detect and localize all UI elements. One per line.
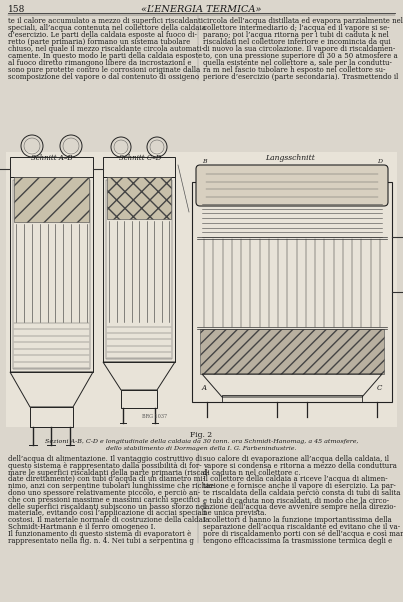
Text: quella esistente nel collettore a, sale per la conduttu-: quella esistente nel collettore a, sale … (203, 59, 392, 67)
Bar (103, 157, 175, 177)
Text: scomposizione del vapore o dal contenuto di ossigeno: scomposizione del vapore o dal contenuto… (8, 73, 199, 81)
Text: 158: 158 (8, 5, 25, 14)
Text: collettore intermediario d; l’acqua ed il vapore si se-: collettore intermediario d; l’acqua ed i… (203, 24, 390, 32)
Text: «L’ENERGIA TERMICA»: «L’ENERGIA TERMICA» (141, 5, 262, 14)
Text: date direttamente) con tubi d’acqua di un diametro mi-: date direttamente) con tubi d’acqua di u… (8, 476, 205, 483)
Text: separazione dell’acqua riscaldante ed evitano che il va-: separazione dell’acqua riscaldante ed ev… (203, 523, 400, 531)
Text: tazione e fornisce anche il vapore di esercizio. La par-: tazione e fornisce anche il vapore di es… (203, 482, 396, 490)
Text: Schmidt-Hartmann è il ferro omogeneo I.: Schmidt-Hartmann è il ferro omogeneo I. (8, 523, 156, 531)
Text: speciali, all’acqua contenuta nel collettore della caldaia: speciali, all’acqua contenuta nel collet… (8, 24, 206, 32)
Bar (200, 329, 384, 374)
Text: to, con una pressione superiore di 30 a 50 atmosfere a: to, con una pressione superiore di 30 a … (203, 52, 398, 60)
Bar (222, 395, 362, 402)
Text: dono uno spessore relativamente piccolo, e perciò an-: dono uno spessore relativamente piccolo,… (8, 489, 200, 497)
Text: Il collettore della caldaia a riceve l’acqua di alimen-: Il collettore della caldaia a riceve l’a… (203, 476, 388, 483)
Text: periore d’esercizio (parte secondaria). Trasmettendo il: periore d’esercizio (parte secondaria). … (203, 73, 398, 81)
Text: Il funzionamento di questo sistema di evaporatori è: Il funzionamento di questo sistema di ev… (8, 530, 191, 538)
Text: ra m nel fascio tubolare h esposto nel collettore su-: ra m nel fascio tubolare h esposto nel c… (203, 66, 386, 74)
Text: retto (parte primaria) formano un sistema tubolare: retto (parte primaria) formano un sistem… (8, 38, 190, 46)
Text: riscaldati nel collettore inferiore e incomincia da qui: riscaldati nel collettore inferiore e in… (203, 38, 391, 46)
Text: sono pure protette contro le corrosioni originate dalla: sono pure protette contro le corrosioni … (8, 66, 200, 74)
Text: di nuovo la sua circolazione. Il vapore di riscaldamen-: di nuovo la sua circolazione. Il vapore … (203, 45, 395, 53)
Bar (6, 152, 397, 427)
Bar (103, 177, 175, 362)
Text: di caduta n nel collettore c.: di caduta n nel collettore c. (203, 468, 301, 477)
Text: C: C (377, 384, 382, 392)
Text: dell’acqua di alimentazione. Il vantaggio costruttivo di: dell’acqua di alimentazione. Il vantaggi… (8, 455, 202, 463)
Text: al fuoco diretto rimangono libere da incrostazioni e: al fuoco diretto rimangono libere da inc… (8, 59, 191, 67)
Text: Fig. 2: Fig. 2 (191, 431, 212, 439)
Bar (14, 177, 89, 222)
Text: ne unica prevista.: ne unica prevista. (203, 509, 267, 517)
Text: nimo, anzi con serpentine tubolari lunghissime che richie-: nimo, anzi con serpentine tubolari lungh… (8, 482, 215, 490)
Text: vapore si condensa e ritorna a mezzo della conduttura: vapore si condensa e ritorna a mezzo del… (203, 462, 397, 470)
FancyBboxPatch shape (196, 165, 388, 206)
Bar (107, 177, 171, 219)
Bar (30, 407, 73, 427)
Text: Schnitt C–D: Schnitt C–D (119, 154, 161, 162)
Bar (121, 390, 157, 408)
Text: e tubi di caduta non riscaldati, di modo che la circo-: e tubi di caduta non riscaldati, di modo… (203, 496, 389, 504)
Bar (10, 157, 93, 177)
Text: Schnitt A–B: Schnitt A–B (31, 154, 73, 162)
Text: tengono efficacissima la trasmissione termica degli e: tengono efficacissima la trasmissione te… (203, 536, 392, 545)
Text: I collettori d hanno la funzione importantissima della: I collettori d hanno la funzione importa… (203, 516, 392, 524)
Text: chiuso, nel quale il mezzo riscaldante circola automati-: chiuso, nel quale il mezzo riscaldante c… (8, 45, 204, 53)
Text: costosi. Il materiale normale di costruzione della caldaia: costosi. Il materiale normale di costruz… (8, 516, 210, 524)
Text: Sezioni A-B, C-D e longitudinale della caldaia da 30 tonn. ora Schmidt-Hanomag, : Sezioni A-B, C-D e longitudinale della c… (45, 439, 358, 444)
Text: BRG 1037: BRG 1037 (142, 414, 168, 419)
Text: camente. In questo modo le parti della caldaia esposte: camente. In questo modo le parti della c… (8, 52, 202, 60)
Text: A: A (202, 384, 207, 392)
Text: Langsschnitt: Langsschnitt (265, 154, 315, 162)
Text: lazione dell’acqua deve avvenire sempre nella direzio-: lazione dell’acqua deve avvenire sempre … (203, 503, 396, 510)
Text: D: D (377, 159, 382, 164)
Text: te il calore accumulato a mezzo di superfici riscaldanti: te il calore accumulato a mezzo di super… (8, 17, 203, 25)
Text: materiale, evitando così l’applicazione di acciai speciali: materiale, evitando così l’applicazione … (8, 509, 206, 517)
Bar (106, 180, 172, 359)
Text: delle superfici riscaldanti subiscono un basso sforzo nel: delle superfici riscaldanti subiscono un… (8, 503, 206, 510)
Bar (192, 182, 392, 402)
Text: te riscaldata della caldaia perciò consta di tubi di salita: te riscaldata della caldaia perciò const… (203, 489, 401, 497)
Text: che con pressioni massime e massimi carichi specifici: che con pressioni massime e massimi cari… (8, 496, 200, 504)
Bar (13, 180, 90, 369)
Text: rappresentato nella fig. n. 4. Nei tubi a serpentina g: rappresentato nella fig. n. 4. Nei tubi … (8, 536, 194, 545)
Bar (10, 177, 93, 372)
Text: d’esercizio. Le parti della caldaia esposte al fuoco di-: d’esercizio. Le parti della caldaia espo… (8, 31, 197, 39)
Text: suo calore di evaporazione all’acqua della caldaia, il: suo calore di evaporazione all’acqua del… (203, 455, 389, 463)
Text: circola dell’acqua distillata ed evapora parzialmente nel: circola dell’acqua distillata ed evapora… (203, 17, 403, 25)
Text: parano; poi l’acqua ritorna per i tubi di caduta k nel: parano; poi l’acqua ritorna per i tubi d… (203, 31, 389, 39)
Text: pore di riscaldamento porti con sé dell’acqua e così man-: pore di riscaldamento porti con sé dell’… (203, 530, 403, 538)
Text: mare le superfici riscaldanti della parte primaria (riscal-: mare le superfici riscaldanti della part… (8, 468, 209, 477)
Text: B: B (202, 159, 207, 164)
Text: questo sistema è rappresentato dalla possibilità di for-: questo sistema è rappresentato dalla pos… (8, 462, 202, 470)
Text: dello stabilimento di Dormagen della I. G. Farbenindustrie.: dello stabilimento di Dormagen della I. … (106, 446, 297, 451)
